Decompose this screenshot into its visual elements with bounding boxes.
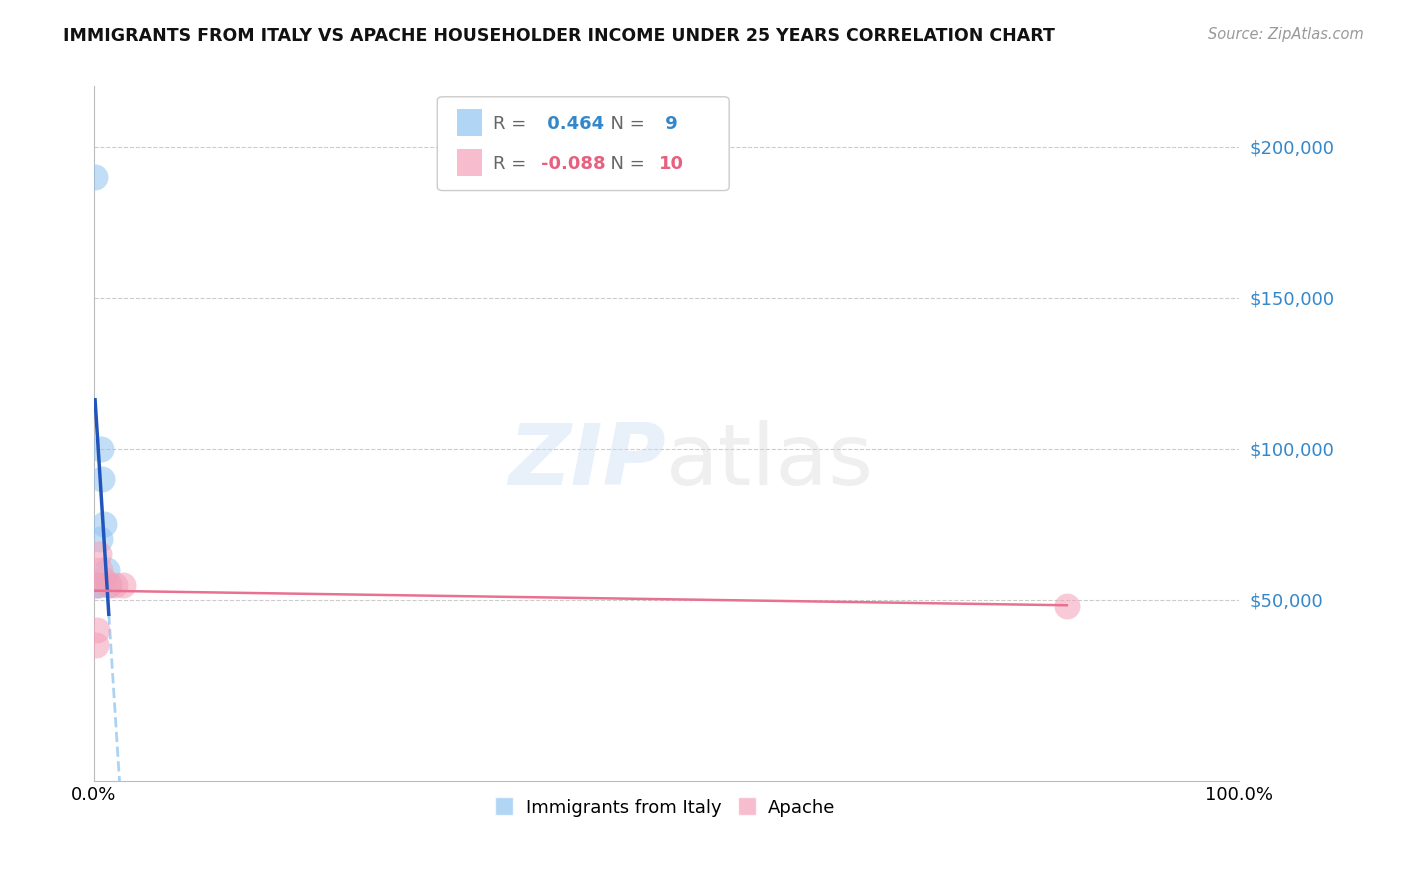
Bar: [457, 149, 482, 177]
Point: [86, 623, 108, 637]
Point: [103, 577, 125, 591]
Point: [84, 638, 107, 652]
Point: [89, 563, 111, 577]
Point: [84, 169, 107, 184]
Text: 9: 9: [659, 115, 678, 133]
Point: [96, 563, 118, 577]
Point: [86, 577, 108, 591]
Legend: Immigrants from Italy, Apache: Immigrants from Italy, Apache: [489, 791, 842, 824]
Point: [97, 577, 120, 591]
Point: [84, 577, 107, 591]
FancyBboxPatch shape: [437, 96, 730, 191]
Point: [91, 472, 114, 486]
Text: R =: R =: [494, 155, 533, 173]
Point: [89, 533, 111, 547]
Point: [111, 577, 134, 591]
Text: N =: N =: [599, 115, 650, 133]
Text: 10: 10: [659, 155, 685, 173]
Text: R =: R =: [494, 115, 533, 133]
Text: -0.088: -0.088: [541, 155, 606, 173]
Point: [93, 517, 115, 532]
Point: [90, 442, 112, 456]
Text: IMMIGRANTS FROM ITALY VS APACHE HOUSEHOLDER INCOME UNDER 25 YEARS CORRELATION CH: IMMIGRANTS FROM ITALY VS APACHE HOUSEHOL…: [63, 27, 1054, 45]
Point: [97, 577, 120, 591]
Text: atlas: atlas: [666, 420, 875, 503]
Point: [1056, 599, 1078, 613]
Text: Source: ZipAtlas.com: Source: ZipAtlas.com: [1208, 27, 1364, 42]
Point: [87, 577, 110, 591]
Text: ZIP: ZIP: [509, 420, 666, 503]
Text: N =: N =: [599, 155, 650, 173]
Text: 0.464: 0.464: [541, 115, 605, 133]
Point: [87, 548, 110, 562]
Bar: [457, 109, 482, 136]
Point: [91, 572, 114, 586]
